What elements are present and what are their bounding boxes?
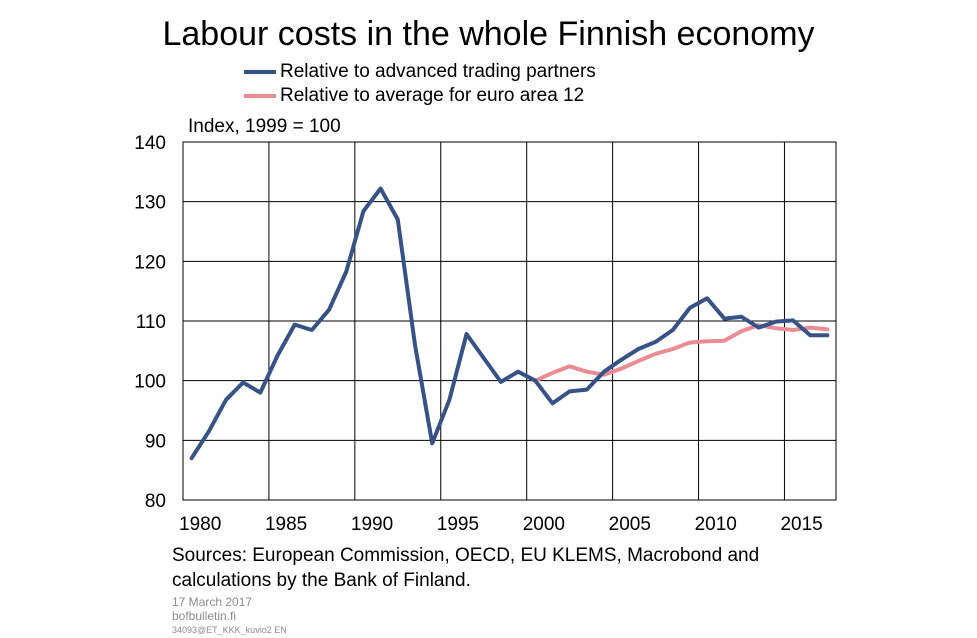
y-tick-label-80: 80 <box>145 491 166 512</box>
x-tick-label-1990: 1990 <box>351 514 393 535</box>
x-tick-label-1985: 1985 <box>265 514 307 535</box>
y-tick-label-110: 110 <box>136 312 166 333</box>
sources-note: Sources: European Commission, OECD, EU K… <box>172 545 760 591</box>
axes: 80 90 100 110 120 130 140 1980 1985 1990 1995 2000 2… <box>134 133 837 535</box>
site-name: bofbulletin.fi <box>172 609 237 623</box>
series-line-advanced-trading-partners <box>189 186 830 461</box>
y-tick-label-100: 100 <box>134 372 166 393</box>
x-tick-label-2005: 2005 <box>609 514 651 535</box>
y-tick-label-140: 140 <box>134 133 166 154</box>
line-chart: 80 90 100 110 120 130 140 1980 1985 1990 1995 2000 2… <box>134 133 837 535</box>
x-tick-label-2010: 2010 <box>695 514 737 535</box>
legend-item-advanced-trading-partners: Relative to advanced trading partners <box>244 60 596 84</box>
y-tick-label-90: 90 <box>145 431 166 452</box>
y-tick-label-120: 120 <box>134 252 166 273</box>
series-lines <box>189 186 830 461</box>
chart-legend: Relative to advanced trading partners Re… <box>244 60 596 108</box>
x-tick-label-1980: 1980 <box>179 514 221 535</box>
x-tick-label-2015: 2015 <box>780 514 822 535</box>
x-tick-label-1995: 1995 <box>437 514 479 535</box>
gridlines <box>183 141 836 500</box>
x-tick-label-2000: 2000 <box>523 514 565 535</box>
series-line-euro-area-12 <box>533 323 830 383</box>
legend-label-advanced-trading-partners: Relative to advanced trading partners <box>280 61 596 82</box>
plot-frame <box>182 141 837 501</box>
legend-swatch-euro-area-12 <box>244 94 276 98</box>
chart-title: Labour costs in the whole Finnish econom… <box>162 15 815 53</box>
legend-swatch-advanced-trading-partners <box>244 70 276 74</box>
chart-code: 34093@ET_KKK_kuvio2 EN <box>172 625 287 635</box>
publication-date: 17 March 2017 <box>172 595 253 609</box>
y-axis-unit-label: Index, 1999 = 100 <box>188 116 341 137</box>
legend-item-euro-area-12: Relative to average for euro area 12 <box>244 84 596 108</box>
legend-label-euro-area-12: Relative to average for euro area 12 <box>280 85 585 106</box>
y-tick-label-130: 130 <box>134 193 166 214</box>
